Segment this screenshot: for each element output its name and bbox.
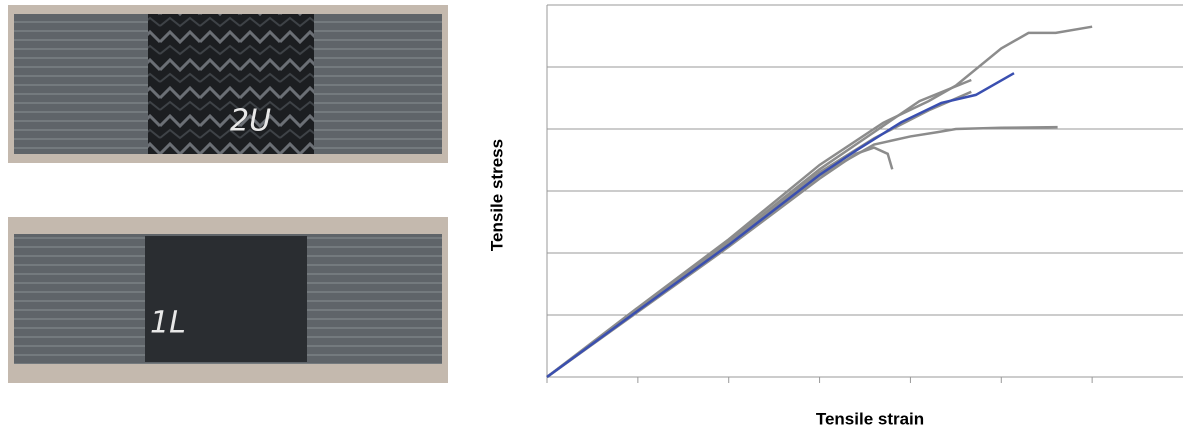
y-axis-label: Tensile stress — [487, 139, 506, 251]
figure: 2U 1L Tensile strain Tensile stress — [0, 0, 1184, 432]
chart: Tensile strain Tensile stress — [487, 5, 1183, 428]
x-axis-label: Tensile strain — [816, 409, 924, 428]
data-line — [547, 73, 1014, 377]
photo-top: 2U — [8, 5, 448, 163]
data-line — [547, 127, 1058, 377]
photo-bottom: 1L — [8, 217, 448, 383]
specimen-label: 2U — [230, 104, 271, 139]
specimen-label: 1L — [150, 306, 186, 341]
data-line — [547, 92, 971, 377]
data-line — [547, 148, 892, 377]
data-line — [547, 27, 1092, 377]
